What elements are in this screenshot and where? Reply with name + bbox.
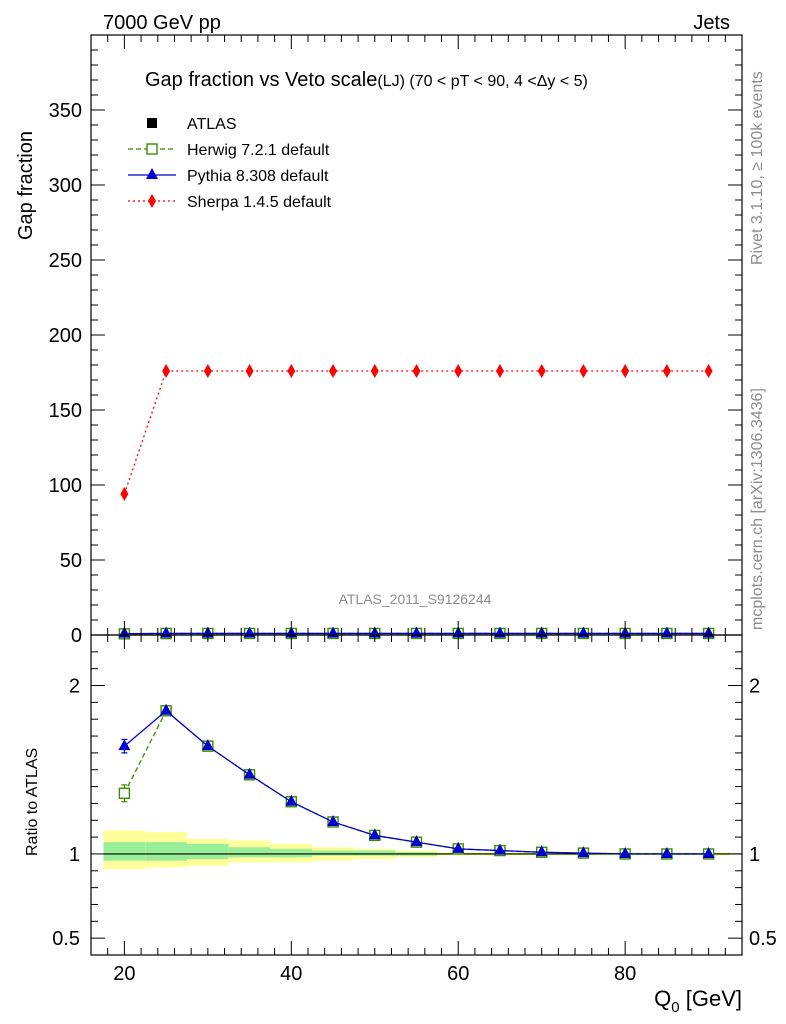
legend-marker	[146, 168, 158, 179]
legend-marker	[147, 118, 157, 128]
chart-subtitle: (LJ) (70 < pT < 90, 4 <Δy < 5)	[377, 73, 588, 90]
chart-title: Gap fraction vs Veto scale(LJ) (70 < pT …	[145, 69, 588, 91]
main-y-tick-label: 50	[60, 550, 82, 572]
main-y-tick-label: 200	[49, 325, 82, 347]
uncertainty-band-green	[270, 848, 313, 858]
ratio-point	[368, 828, 381, 840]
ratio-point	[535, 845, 548, 857]
ratio-point	[452, 841, 465, 853]
ratio-point	[243, 767, 256, 779]
legend: ATLAS Herwig 7.2.1 default Pythia 8.308 de…	[128, 116, 332, 211]
legend-label: Pythia 8.308 default	[187, 168, 329, 185]
main-y-tick-label: 300	[49, 175, 82, 197]
data-point	[412, 364, 421, 378]
ratio-point	[160, 703, 173, 715]
x-axis: 20 40 60 80	[107, 35, 743, 985]
legend-marker	[148, 194, 156, 208]
uncertainty-band-green	[186, 843, 229, 859]
data-point	[329, 364, 338, 378]
main-y-tick-label: 100	[49, 475, 82, 497]
data-point	[454, 364, 463, 378]
data-point	[662, 364, 671, 378]
ratio-line	[123, 709, 709, 855]
ratio-y-tick-label-right: 1	[749, 844, 760, 866]
data-point	[579, 364, 588, 378]
analysis-watermark: ATLAS_2011_S9126244	[339, 591, 492, 607]
main-y-tick-label: 150	[49, 400, 82, 422]
mcplots-label: mcplots.cern.ch [arXiv:1306.3436]	[749, 388, 766, 630]
ratio-point	[201, 739, 214, 751]
uncertainty-band-green	[145, 842, 187, 861]
x-tick-label: 60	[447, 963, 469, 985]
uncertainty-band-green	[103, 842, 146, 861]
uncertainty-band-green	[228, 847, 271, 858]
series-line	[123, 370, 709, 495]
ratio-y-axis-label: Ratio to ATLAS	[24, 748, 41, 856]
ratio-series	[118, 703, 715, 860]
main-y-ticks: 0 50 100 150 200 250 300 350	[49, 49, 742, 647]
data-point	[537, 364, 546, 378]
ratio-y-tick-label-left: 0.5	[52, 928, 80, 950]
legend-label: Sherpa 1.4.5 default	[187, 194, 332, 211]
x-tick-label: 40	[280, 963, 302, 985]
ratio-point	[118, 787, 131, 800]
ratio-point	[493, 843, 506, 855]
main-y-axis-label: Gap fraction	[15, 131, 37, 240]
ratio-point	[410, 835, 423, 847]
rivet-label: Rivet 3.1.10, ≥ 100k events	[749, 71, 766, 265]
chart-title-main: Gap fraction vs Veto scale	[145, 69, 377, 91]
ratio-point	[285, 794, 298, 806]
data-point	[704, 364, 713, 378]
ratio-y-ticks: 0.5 0.5 1 1 2 2	[52, 651, 777, 950]
series-diamond	[120, 364, 713, 501]
ratio-y-tick-label-right: 0.5	[749, 928, 777, 950]
ratio-panel: 0.5 0.5 1 1 2 2 Ratio to ATLAS	[24, 634, 777, 956]
data-point	[162, 364, 171, 378]
x-tick-label: 80	[614, 963, 636, 985]
header-left: 7000 GeV pp	[103, 12, 221, 34]
legend-marker	[146, 143, 158, 155]
data-point	[621, 364, 630, 378]
data-point	[120, 487, 129, 501]
ratio-point	[660, 846, 673, 858]
data-point	[370, 364, 379, 378]
main-panel: 0 50 100 150 200 250 300 350 Gap fraction Gap f…	[15, 34, 743, 647]
ratio-y-tick-label-right: 2	[749, 676, 760, 698]
main-y-tick-label: 250	[49, 250, 82, 272]
ratio-point	[702, 846, 715, 858]
legend-label: Herwig 7.2.1 default	[187, 142, 330, 159]
ratio-point	[619, 846, 632, 858]
ratio-y-tick-label-left: 1	[69, 844, 80, 866]
data-point	[245, 364, 254, 378]
data-point	[495, 364, 504, 378]
ratio-frame	[90, 634, 743, 956]
header-right: Jets	[693, 12, 730, 34]
legend-label: ATLAS	[187, 116, 237, 133]
x-axis-label-main: Q	[654, 986, 671, 1011]
main-y-tick-label: 350	[49, 100, 82, 122]
x-axis-label-sub: 0	[671, 999, 679, 1016]
main-y-tick-label: 0	[71, 625, 82, 647]
data-point	[287, 364, 296, 378]
data-point	[203, 364, 212, 378]
uncertainty-band-green	[312, 850, 354, 856]
uncertainty-band-green	[353, 850, 396, 856]
ratio-series-triangle	[118, 703, 715, 858]
x-tick-label: 20	[113, 963, 135, 985]
x-axis-label: Q0 [GeV]	[654, 986, 742, 1016]
ratio-point	[327, 814, 340, 826]
ratio-line	[123, 709, 709, 855]
x-axis-label-unit: [GeV]	[680, 986, 742, 1011]
ratio-y-tick-label-left: 2	[69, 676, 80, 698]
ratio-point	[577, 846, 590, 858]
ratio-point	[118, 739, 131, 751]
